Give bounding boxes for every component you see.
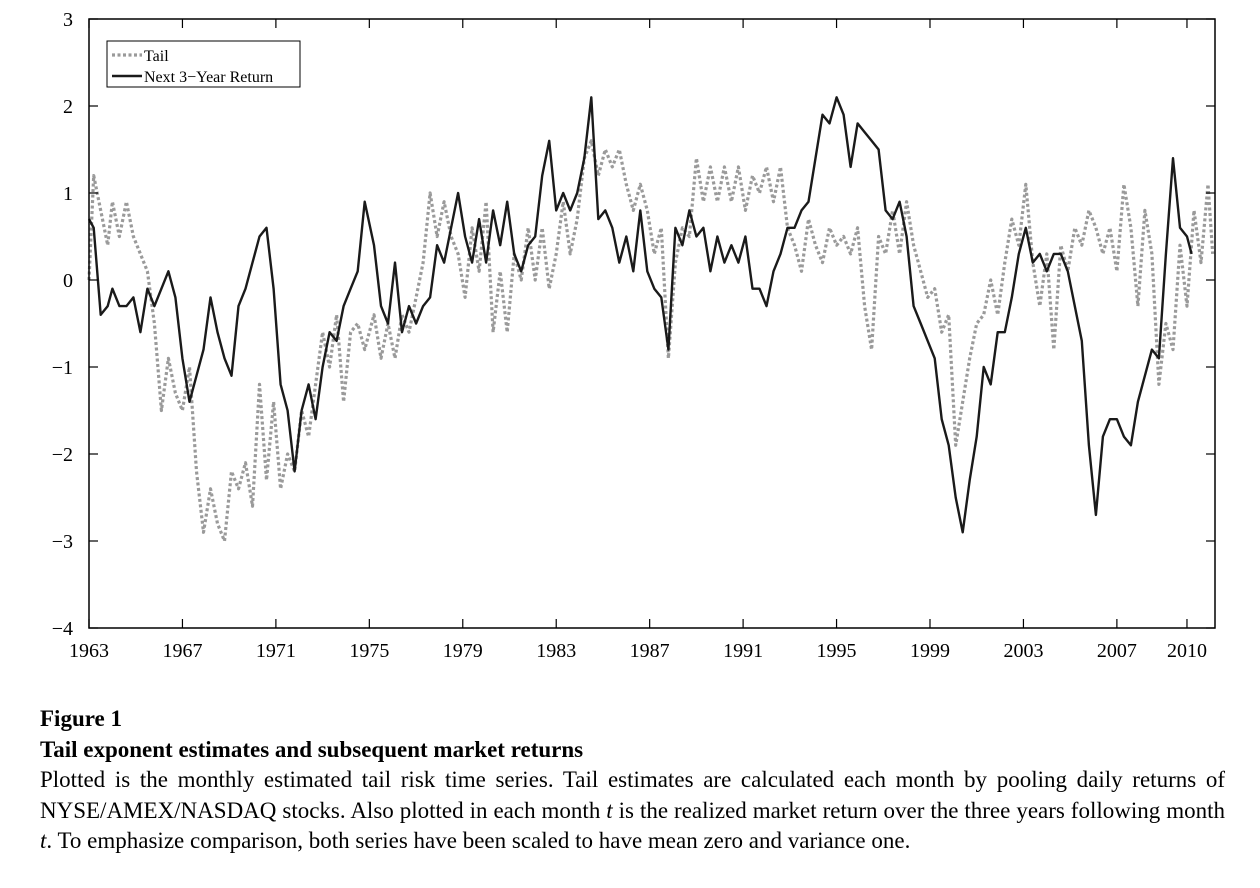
y-tick-label: 1 xyxy=(63,183,73,205)
x-tick-label: 1983 xyxy=(536,640,576,662)
x-tick-label: 1987 xyxy=(630,640,670,662)
x-tick-label: 1971 xyxy=(256,640,296,662)
y-tick-label: −4 xyxy=(52,618,73,640)
series-line-tail xyxy=(87,139,1215,543)
legend-label-tail: Tail xyxy=(144,48,169,65)
caption-text-1: Plotted is the monthly estimated tail ri… xyxy=(40,767,1225,823)
x-tick-label: 1967 xyxy=(162,640,202,662)
x-tick-label: 2003 xyxy=(1003,640,1043,662)
legend-label-return: Next 3−Year Return xyxy=(144,69,273,86)
x-tick-label: 1979 xyxy=(443,640,483,662)
y-tick-label: −3 xyxy=(52,531,73,553)
legend: Tail Next 3−Year Return xyxy=(106,40,301,88)
y-tick-label: 3 xyxy=(63,9,73,31)
x-tick-label: 1999 xyxy=(910,640,950,662)
figure-title: Tail exponent estimates and subsequent m… xyxy=(40,737,584,762)
x-tick-label: 2010 xyxy=(1167,640,1207,662)
figure-label: Figure 1 xyxy=(40,706,122,731)
x-tick-label: 1963 xyxy=(69,640,109,662)
figure-caption: Figure 1 Tail exponent estimates and sub… xyxy=(40,704,1225,857)
plot-frame xyxy=(88,18,1216,629)
caption-text-2: is the realized market return over the t… xyxy=(612,797,1225,823)
caption-text-3: . To emphasize comparison, both series h… xyxy=(46,828,911,853)
figure-description: Plotted is the monthly estimated tail ri… xyxy=(40,765,1225,857)
legend-box xyxy=(106,40,301,88)
y-tick-label: 2 xyxy=(63,96,73,118)
caption-t-symbol: t xyxy=(606,797,613,823)
x-tick-label: 2007 xyxy=(1097,640,1137,662)
x-tick-label: 1975 xyxy=(349,640,389,662)
y-tick-label: −2 xyxy=(52,444,73,466)
plot-area xyxy=(87,96,1215,543)
x-tick-label: 1995 xyxy=(817,640,857,662)
y-tick-label: 0 xyxy=(63,270,73,292)
series-line-next-3-year-return xyxy=(87,96,1193,534)
caption-t-symbol-2: t xyxy=(40,828,47,853)
y-tick-label: −1 xyxy=(52,357,73,379)
x-tick-label: 1991 xyxy=(723,640,763,662)
